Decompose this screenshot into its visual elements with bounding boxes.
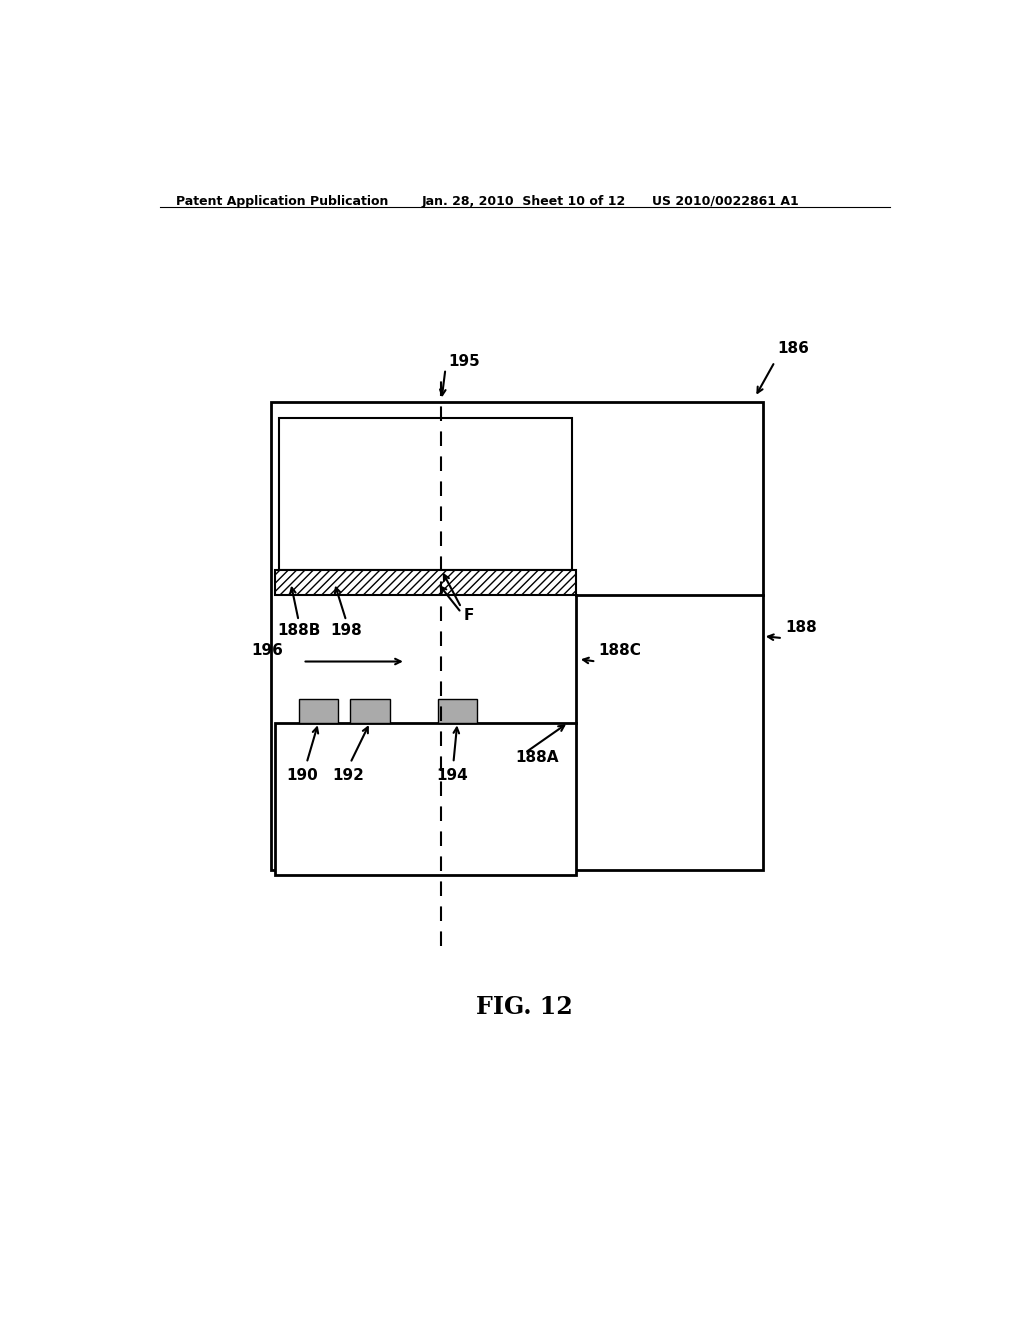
Text: 192: 192 [333, 768, 365, 783]
Text: Patent Application Publication: Patent Application Publication [176, 195, 388, 209]
Text: 196: 196 [251, 643, 283, 659]
Text: 188C: 188C [599, 643, 641, 659]
Text: F: F [464, 607, 474, 623]
Bar [279, 417, 572, 570]
Text: 194: 194 [436, 768, 468, 783]
Text: FIG. 12: FIG. 12 [476, 995, 573, 1019]
Text: 188A: 188A [515, 750, 559, 766]
Bar [274, 722, 577, 875]
Text: 188: 188 [785, 620, 817, 635]
Bar [270, 403, 763, 870]
Bar [274, 570, 577, 595]
Bar [299, 700, 338, 722]
Bar [350, 700, 390, 722]
Text: Jan. 28, 2010  Sheet 10 of 12: Jan. 28, 2010 Sheet 10 of 12 [422, 195, 626, 209]
Text: 188B: 188B [278, 623, 321, 638]
Bar [437, 700, 477, 722]
Text: US 2010/0022861 A1: US 2010/0022861 A1 [652, 195, 799, 209]
Text: 198: 198 [331, 623, 362, 638]
Text: 186: 186 [777, 341, 809, 355]
Text: 195: 195 [447, 354, 479, 368]
Text: 190: 190 [287, 768, 318, 783]
